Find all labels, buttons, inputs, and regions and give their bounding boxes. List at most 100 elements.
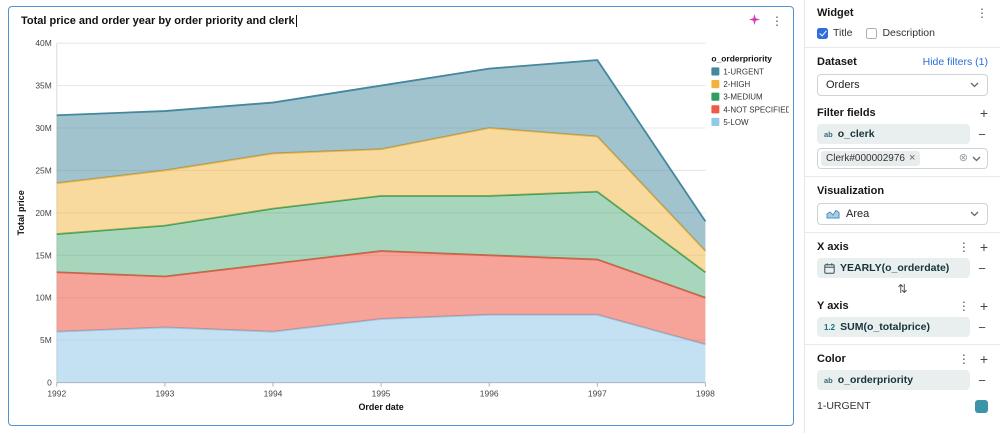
- filter-fields-label: Filter fields: [817, 106, 876, 119]
- svg-text:10M: 10M: [35, 293, 51, 303]
- y-axis-field-name: SUM(o_totalprice): [840, 321, 930, 333]
- area-series-3-MEDIUM[interactable]: [56, 191, 706, 298]
- filter-field-name: o_clerk: [837, 128, 875, 140]
- divider: [805, 344, 1000, 345]
- filter-field-chip[interactable]: ab o_clerk: [817, 124, 970, 144]
- chart-header: Total price and order year by order prio…: [9, 7, 793, 29]
- x-axis-label: X axis: [817, 240, 849, 253]
- svg-text:30M: 30M: [35, 123, 51, 133]
- area-series-1-URGENT[interactable]: [56, 60, 706, 252]
- legend-swatch: [711, 67, 720, 76]
- line-series-2-HIGH: [56, 127, 707, 252]
- legend-label: 1-URGENT: [723, 67, 764, 76]
- svg-text:Total price: Total price: [16, 190, 26, 235]
- chevron-down-icon[interactable]: [972, 156, 981, 162]
- widget-config-panel: Widget ⋮ Title Description Dataset Hide …: [804, 0, 1000, 433]
- remove-value-icon[interactable]: ×: [908, 152, 916, 164]
- divider: [805, 47, 1000, 48]
- widget-panel-kebab-icon[interactable]: ⋮: [976, 5, 988, 20]
- title-checkbox-label: Title: [833, 27, 853, 39]
- color-label: Color: [817, 352, 846, 365]
- color-field-chip[interactable]: ab o_orderpriority: [817, 370, 970, 390]
- number-type-icon: 1.2: [824, 322, 836, 332]
- dataset-select-value: Orders: [826, 79, 860, 91]
- stacked-area-chart[interactable]: 0 5M 10M 15M 20M 25M 30M 35M 40M 1992 1993 1994 1995…: [13, 29, 789, 423]
- line-series-4-NOT SPECIFIED: [56, 250, 706, 299]
- text-field-type-icon: ab: [824, 129, 833, 139]
- text-field-type-icon: ab: [824, 375, 833, 385]
- svg-text:1995: 1995: [372, 389, 391, 399]
- svg-text:1997: 1997: [588, 389, 607, 399]
- area-series-2-HIGH[interactable]: [56, 128, 706, 273]
- area-series-4-NOT SPECIFIED[interactable]: [56, 251, 706, 345]
- title-checkbox[interactable]: Title: [817, 27, 852, 39]
- widget-panel-title: Widget: [817, 6, 854, 19]
- description-checkbox[interactable]: Description: [866, 27, 935, 39]
- legend-label: 5-LOW: [723, 118, 749, 127]
- svg-text:1992: 1992: [47, 389, 66, 399]
- x-axis-field-chip[interactable]: YEARLY(o_orderdate): [817, 258, 970, 278]
- ai-sparkle-icon[interactable]: [749, 12, 760, 30]
- remove-color-field-button[interactable]: −: [978, 372, 986, 388]
- x-axis-add-icon[interactable]: +: [979, 238, 988, 255]
- color-menu-icon[interactable]: ⋮: [957, 351, 970, 366]
- color-legend-swatch[interactable]: [975, 399, 988, 413]
- remove-filter-field-button[interactable]: −: [978, 126, 986, 142]
- chevron-down-icon: [970, 211, 979, 217]
- color-add-icon[interactable]: +: [979, 350, 988, 367]
- visualization-label: Visualization: [817, 184, 885, 197]
- title-checkbox-box[interactable]: [817, 27, 828, 39]
- chart-widget[interactable]: Total price and order year by order prio…: [8, 6, 794, 426]
- legend-swatch: [711, 80, 720, 89]
- remove-y-axis-field-button[interactable]: −: [978, 319, 986, 335]
- calendar-icon: [824, 262, 835, 274]
- svg-text:5M: 5M: [40, 335, 52, 345]
- legend-label: 3-MEDIUM: [723, 93, 763, 102]
- color-field-name: o_orderpriority: [837, 374, 914, 386]
- filter-value-chip[interactable]: Clerk#000002976 ×: [821, 151, 921, 166]
- add-filter-field-icon[interactable]: +: [979, 104, 988, 121]
- dashboard-canvas: Total price and order year by order prio…: [8, 6, 794, 426]
- description-checkbox-label: Description: [882, 27, 935, 39]
- legend-title: o_orderpriority: [711, 53, 772, 63]
- filter-value-text: Clerk#000002976: [826, 153, 905, 164]
- svg-text:15M: 15M: [35, 250, 51, 260]
- hide-filters-link[interactable]: Hide filters (1): [922, 55, 988, 68]
- legend-swatch: [711, 117, 720, 126]
- chevron-down-icon: [970, 82, 979, 88]
- svg-text:20M: 20M: [35, 208, 51, 218]
- area-series-5-LOW[interactable]: [56, 314, 706, 383]
- legend-swatch: [711, 105, 720, 114]
- chart-title[interactable]: Total price and order year by order prio…: [21, 14, 295, 27]
- x-axis-field-name: YEARLY(o_orderdate): [840, 262, 950, 274]
- y-axis-field-chip[interactable]: 1.2 SUM(o_totalprice): [817, 317, 970, 337]
- clear-filter-icon[interactable]: ⊗: [958, 152, 968, 164]
- description-checkbox-box[interactable]: [866, 27, 878, 39]
- y-axis-add-icon[interactable]: +: [979, 297, 988, 314]
- line-series-1-URGENT: [56, 59, 707, 222]
- svg-text:1994: 1994: [264, 389, 283, 399]
- x-axis-menu-icon[interactable]: ⋮: [957, 239, 970, 254]
- svg-text:1998: 1998: [696, 389, 715, 399]
- svg-text:Order date: Order date: [358, 402, 403, 412]
- divider: [805, 176, 1000, 177]
- legend-label: 2-HIGH: [723, 80, 750, 89]
- y-axis-menu-icon[interactable]: ⋮: [957, 298, 970, 313]
- visualization-select[interactable]: Area: [817, 203, 988, 225]
- filter-value-input[interactable]: Clerk#000002976 × ⊗: [817, 148, 988, 169]
- dataset-select[interactable]: Orders: [817, 74, 988, 96]
- svg-text:1993: 1993: [155, 389, 174, 399]
- svg-text:0: 0: [47, 378, 52, 388]
- widget-kebab-icon[interactable]: ⋮: [771, 13, 783, 28]
- swap-axes-icon[interactable]: ⇅: [897, 282, 908, 296]
- svg-text:25M: 25M: [35, 165, 51, 175]
- legend-swatch: [711, 92, 720, 101]
- y-axis-label: Y axis: [817, 299, 849, 312]
- svg-text:35M: 35M: [35, 81, 51, 91]
- remove-x-axis-field-button[interactable]: −: [978, 260, 986, 276]
- divider: [805, 232, 1000, 233]
- svg-text:40M: 40M: [35, 38, 51, 48]
- text-cursor: [295, 14, 297, 27]
- dataset-label: Dataset: [817, 55, 857, 68]
